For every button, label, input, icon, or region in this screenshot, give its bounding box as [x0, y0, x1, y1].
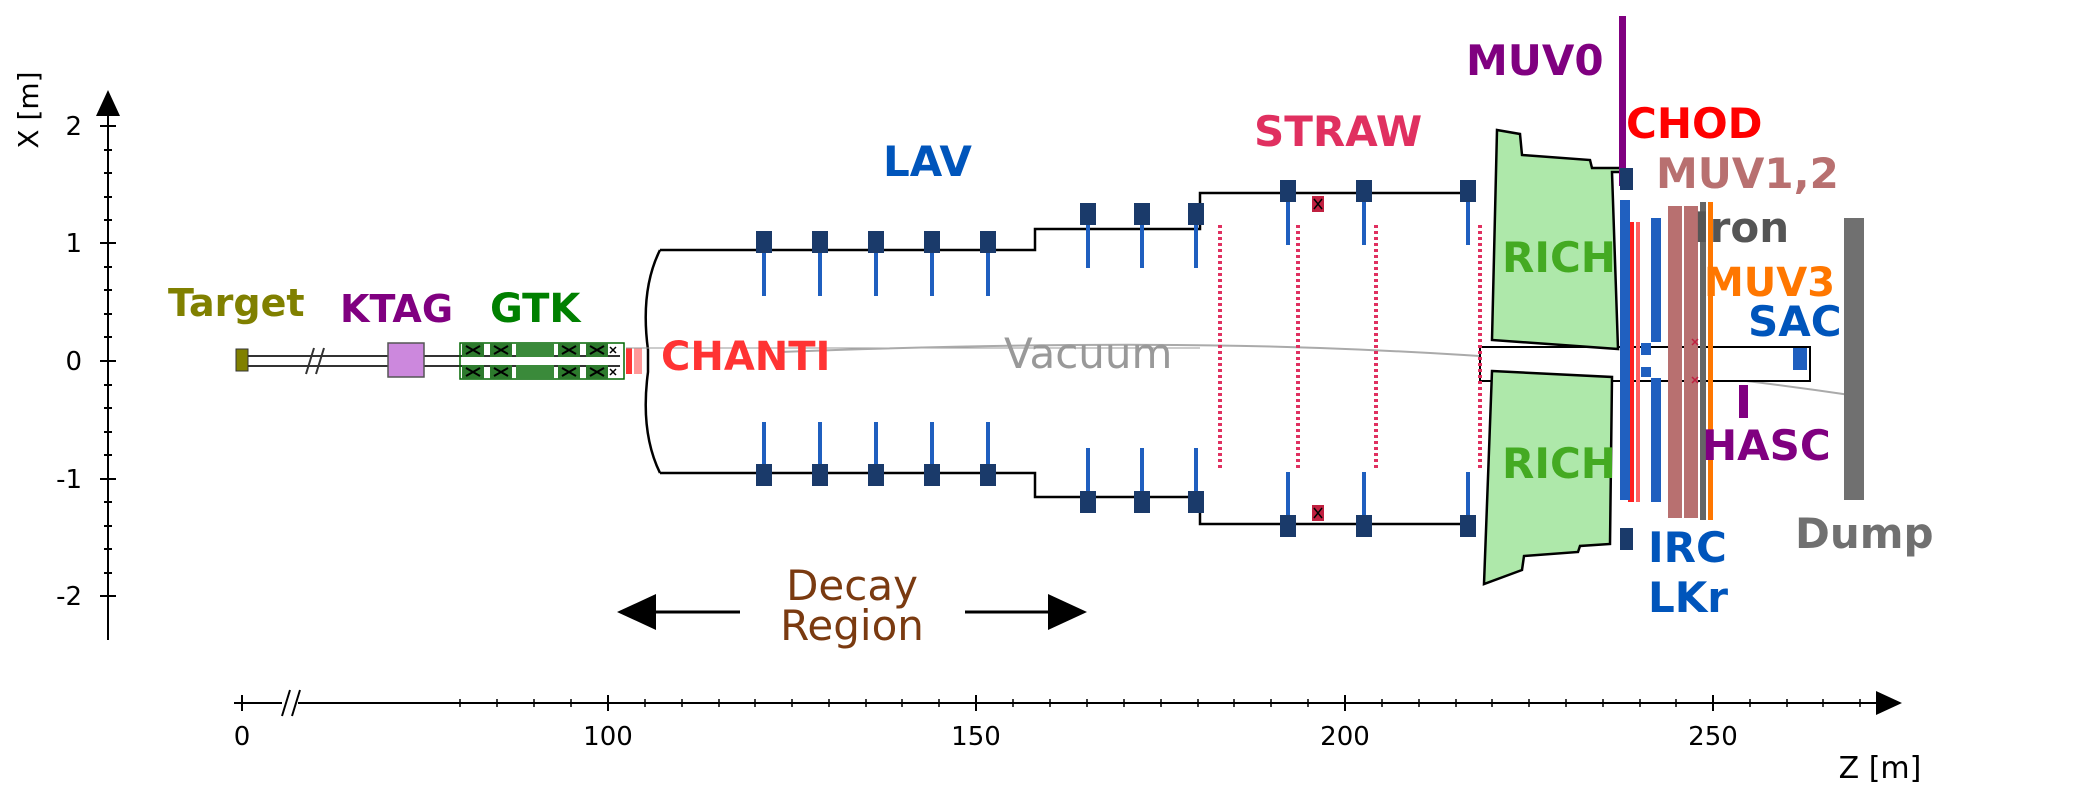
- small-markers: [1691, 338, 1699, 384]
- x-axis-label: X [m]: [12, 71, 45, 148]
- chanti-block: [626, 348, 642, 374]
- muv12-calorimeter: [1668, 206, 1698, 518]
- hasc-detector: [1739, 385, 1748, 418]
- label-muv12: MUV1,2: [1656, 149, 1839, 198]
- z-tick-label: 150: [951, 722, 1001, 752]
- straw-magnet: [1312, 196, 1324, 521]
- beam-dump: [1844, 218, 1864, 500]
- rich-vessel: [1482, 128, 1625, 586]
- lkr-calorimeter: [1641, 218, 1661, 502]
- muv3-detector: [1708, 202, 1713, 520]
- label-target: Target: [168, 281, 305, 325]
- x-axis: 2 1 0 -1 -2 X [m]: [12, 71, 120, 640]
- irc-blocks: [1620, 168, 1633, 550]
- label-chanti: CHANTI: [661, 334, 830, 380]
- iron-wall: [1700, 202, 1706, 520]
- z-tick-label: 200: [1320, 722, 1370, 752]
- label-iron: Iron: [1694, 203, 1789, 252]
- vacuum-tank-outline: [644, 191, 1475, 526]
- label-dump: Dump: [1795, 509, 1934, 558]
- label-straw: STRAW: [1254, 107, 1422, 156]
- label-rich-bottom: RICH: [1502, 439, 1616, 488]
- label-irc: IRC: [1648, 523, 1727, 572]
- label-ktag: KTAG: [340, 287, 453, 331]
- ktag-block: [387, 342, 425, 378]
- z-axis-label: Z [m]: [1839, 751, 1922, 786]
- label-decay-region-line2: Region: [780, 601, 924, 650]
- x-tick-label: 1: [65, 229, 82, 259]
- axis-break-icon: [281, 689, 301, 717]
- x-tick-label: -1: [56, 465, 82, 495]
- muv0-detector: [1619, 16, 1626, 186]
- straw-chambers: [1218, 225, 1482, 470]
- z-tick-label: 100: [583, 722, 633, 752]
- label-lkr: LKr: [1648, 573, 1728, 622]
- x-tick-label: 2: [65, 112, 82, 142]
- label-gtk: GTK: [490, 286, 582, 332]
- label-muv0: MUV0: [1466, 36, 1604, 85]
- z-tick-label: 250: [1688, 722, 1738, 752]
- label-vacuum: Vacuum: [1004, 329, 1172, 378]
- x-tick-label: -2: [56, 582, 82, 612]
- x-tick-label: 0: [65, 347, 82, 377]
- sac-detector: [1793, 348, 1807, 370]
- chod-detector: [1628, 222, 1640, 502]
- z-tick-label: 0: [234, 722, 251, 752]
- lav-stations: [756, 180, 1476, 537]
- label-hasc: HASC: [1702, 421, 1831, 470]
- gtk-station: [459, 342, 625, 380]
- label-rich-top: RICH: [1502, 233, 1616, 282]
- label-chod: CHOD: [1626, 99, 1763, 148]
- target-block: [235, 348, 249, 372]
- beamline-break-icon: [305, 347, 325, 375]
- label-muv3: MUV3: [1704, 260, 1835, 306]
- label-lav: LAV: [883, 137, 972, 186]
- z-axis: 0 100 150 200 250 Z [m]: [234, 689, 1922, 786]
- label-sac: SAC: [1748, 297, 1842, 346]
- label-decay-region-line1: Decay: [786, 561, 918, 610]
